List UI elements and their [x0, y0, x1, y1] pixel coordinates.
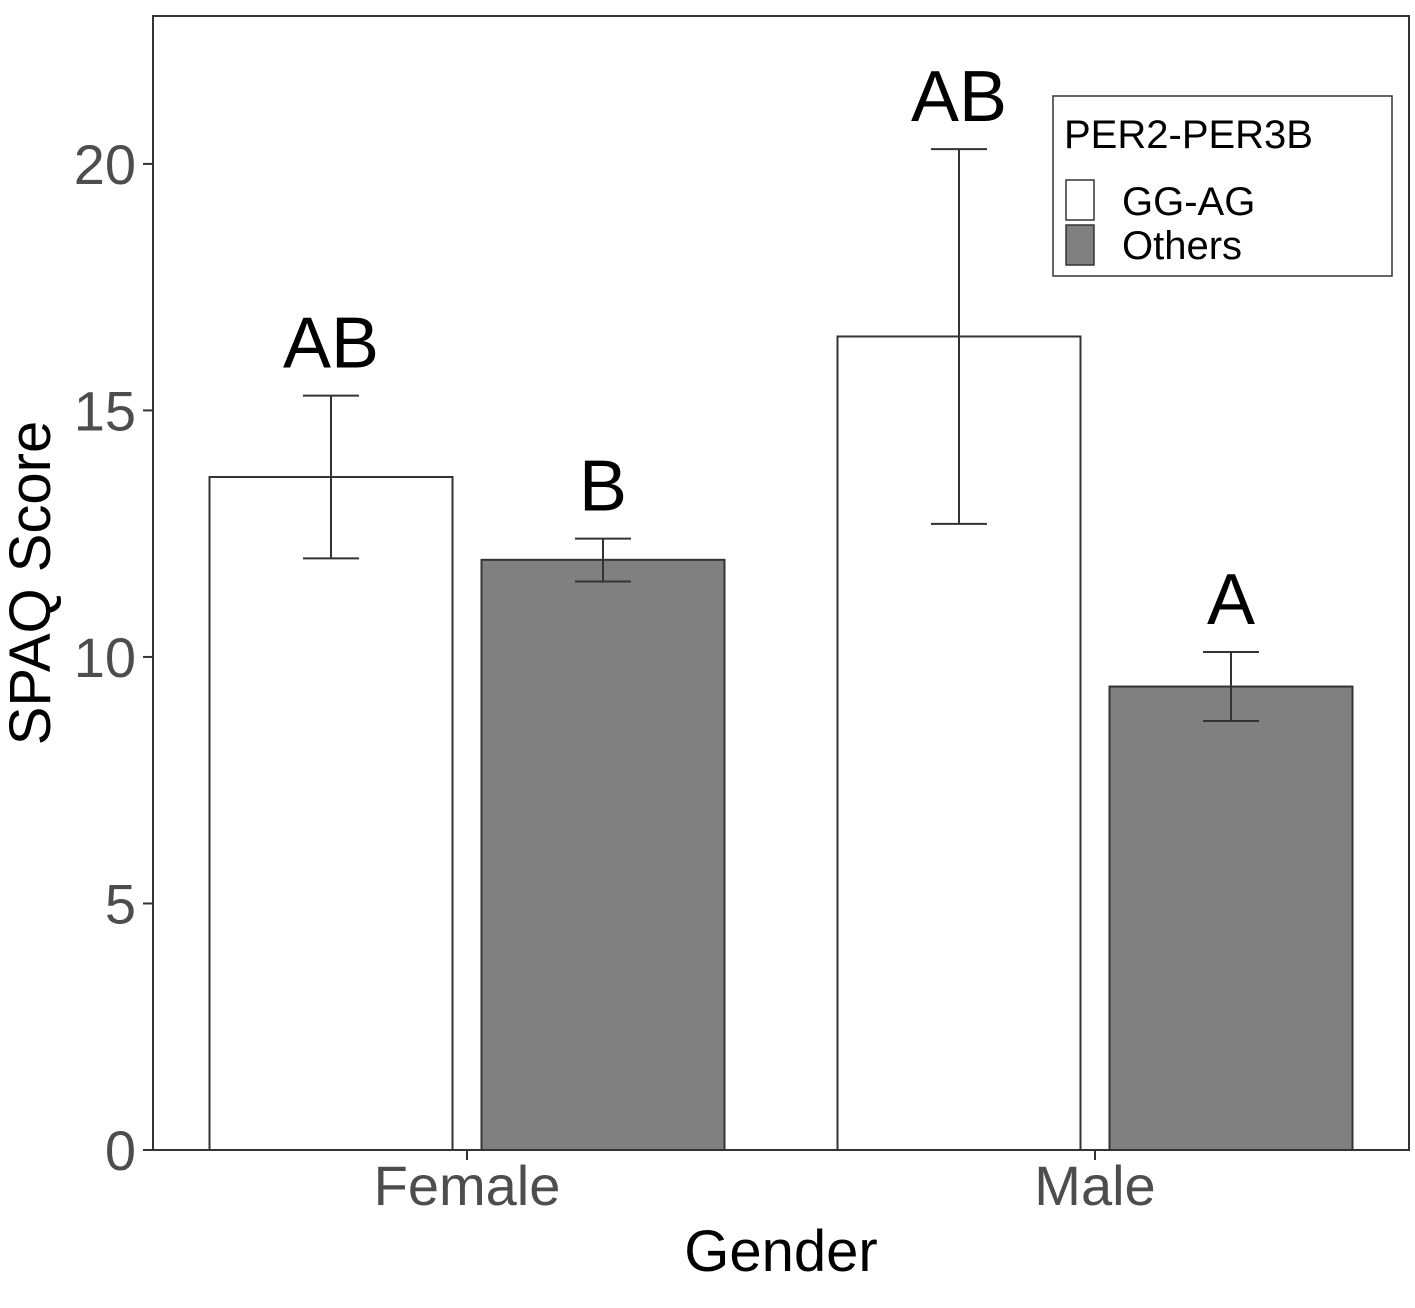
x-tick-label-female: Female: [374, 1154, 561, 1217]
significance-label-others-male: A: [1207, 560, 1255, 640]
legend-frame: [1052, 95, 1393, 277]
plot-panel-border: [152, 15, 1410, 1151]
legend: PER2-PER3B GG-AG Others: [1052, 95, 1393, 277]
legend-key-gg-ag: [1065, 179, 1095, 221]
significance-label-gg-ag-female: AB: [283, 304, 379, 384]
bars-layer: [208, 335, 1354, 1151]
bar-others-male: [1108, 685, 1354, 1151]
error-bar-gg-ag-male: [931, 148, 987, 525]
legend-label-gg-ag: GG-AG: [1122, 180, 1255, 224]
error-bars-layer: [303, 148, 1259, 723]
significance-labels-layer: AB B AB A: [283, 57, 1255, 640]
y-tick-label-10: 10: [74, 626, 136, 689]
y-axis: 0 5 10 15 20: [74, 133, 153, 1182]
bar-others-female: [480, 558, 726, 1151]
x-axis-title: Gender: [684, 1219, 877, 1284]
legend-title: PER2-PER3B: [1064, 113, 1313, 157]
x-tick-label-male: Male: [1034, 1154, 1155, 1217]
y-tick-label-20: 20: [74, 133, 136, 196]
bar-gg-ag-female: [208, 475, 454, 1151]
y-tick-label-5: 5: [105, 872, 136, 935]
significance-label-others-female: B: [579, 447, 627, 527]
y-tick-label-15: 15: [74, 379, 136, 442]
significance-label-gg-ag-male: AB: [911, 57, 1007, 137]
error-bar-others-male: [1203, 651, 1259, 723]
legend-key-others: [1065, 224, 1095, 266]
legend-label-others: Others: [1122, 224, 1242, 268]
x-axis: Female Male: [374, 1150, 1156, 1217]
y-axis-title: SPAQ Score: [0, 421, 63, 746]
error-bar-others-female: [575, 537, 631, 583]
y-tick-label-0: 0: [105, 1119, 136, 1182]
error-bar-gg-ag-female: [303, 394, 359, 560]
